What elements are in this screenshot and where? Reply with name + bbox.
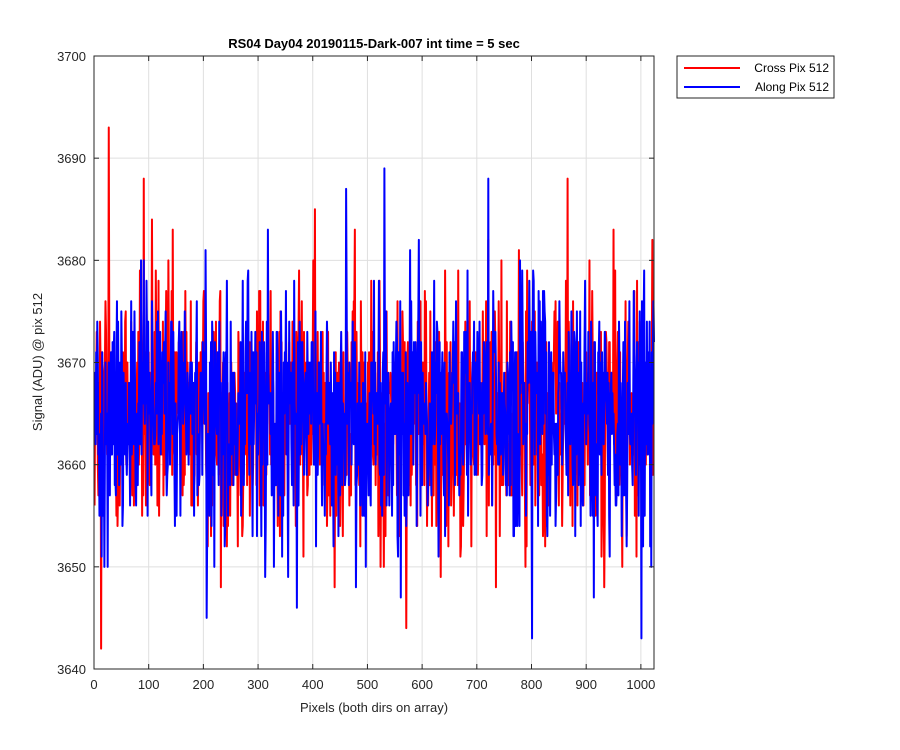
y-axis-label: Signal (ADU) @ pix 512 bbox=[30, 293, 45, 431]
chart-title: RS04 Day04 20190115-Dark-007 int time = … bbox=[228, 36, 520, 51]
x-tick-label: 600 bbox=[411, 677, 433, 692]
x-tick-label: 200 bbox=[193, 677, 215, 692]
x-tick-label: 400 bbox=[302, 677, 324, 692]
x-tick-label: 1000 bbox=[626, 677, 655, 692]
x-tick-label: 100 bbox=[138, 677, 160, 692]
legend-label-cross: Cross Pix 512 bbox=[754, 61, 829, 75]
x-tick-label: 500 bbox=[357, 677, 379, 692]
y-tick-label: 3680 bbox=[57, 253, 86, 268]
legend: Cross Pix 512 Along Pix 512 bbox=[676, 55, 835, 99]
y-tick-label: 3700 bbox=[57, 49, 86, 64]
y-tick-label: 3670 bbox=[57, 356, 86, 371]
legend-box bbox=[676, 55, 835, 99]
x-axis-label: Pixels (both dirs on array) bbox=[300, 700, 448, 715]
ticks: 0 100 200 300 400 500 600 700 800 900 1000 3640 3650… bbox=[57, 49, 655, 692]
series-layer bbox=[93, 126, 655, 650]
legend-label-along: Along Pix 512 bbox=[755, 80, 829, 94]
series-line-along bbox=[93, 167, 655, 640]
x-tick-label: 700 bbox=[466, 677, 488, 692]
y-tick-label: 3650 bbox=[57, 560, 86, 575]
x-tick-label: 300 bbox=[247, 677, 269, 692]
y-tick-label: 3640 bbox=[57, 662, 86, 677]
y-tick-label: 3660 bbox=[57, 458, 86, 473]
y-tick-label: 3690 bbox=[57, 151, 86, 166]
x-tick-label: 800 bbox=[521, 677, 543, 692]
x-tick-label: 900 bbox=[575, 677, 597, 692]
x-tick-label: 0 bbox=[90, 677, 97, 692]
